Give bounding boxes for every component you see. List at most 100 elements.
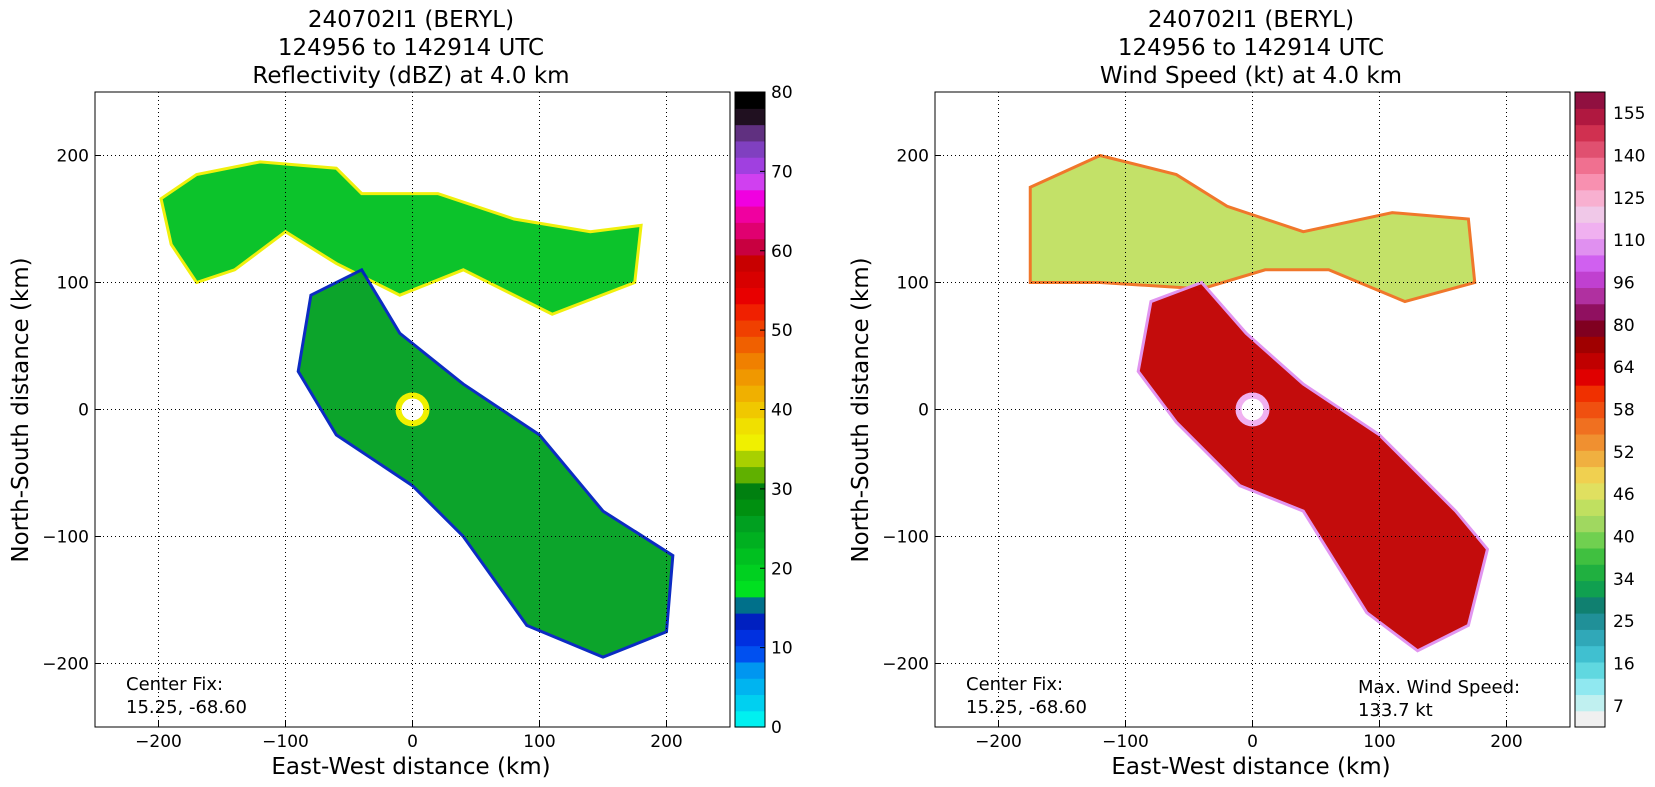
colorbar-segment xyxy=(735,694,765,712)
colorbar-segment xyxy=(1575,482,1605,500)
y-tick-label: −100 xyxy=(42,528,89,548)
y-tick-label: 0 xyxy=(78,401,89,421)
colorbar-segment xyxy=(1575,336,1605,354)
colorbar-segment xyxy=(735,580,765,598)
core-band-region xyxy=(1136,280,1490,653)
x-tick-label: 0 xyxy=(407,732,418,752)
x-axis-label: East-West distance (km) xyxy=(271,754,550,780)
y-tick-label: 100 xyxy=(897,274,929,294)
colorbar-segment xyxy=(1575,661,1605,679)
reflectivity-plot-area: −200 −100 0 100 200 −200 −100 0 100 200 xyxy=(42,91,731,752)
wind-speed-plot-area: −200 −100 0 100 200 −200 −100 0 100 200 xyxy=(882,91,1571,752)
title-line-3: Reflectivity (dBZ) at 4.0 km xyxy=(252,63,569,89)
x-tick-label: −100 xyxy=(1102,732,1149,752)
colorbar-segment xyxy=(1575,547,1605,565)
colorbar-tick-label: 52 xyxy=(1613,443,1635,463)
colorbar-segment xyxy=(735,157,765,175)
y-tick-label: 0 xyxy=(918,401,929,421)
core-band-region xyxy=(296,267,675,659)
title-line-3: Wind Speed (kt) at 4.0 km xyxy=(1100,63,1402,89)
colorbar-segment xyxy=(735,401,765,419)
colorbar-segment xyxy=(1575,531,1605,549)
colorbar-tick-label: 80 xyxy=(1613,316,1635,336)
colorbar-tick-label: 7 xyxy=(1613,697,1624,717)
colorbar-tick-label: 40 xyxy=(1613,528,1635,548)
colorbar-segment xyxy=(1575,596,1605,614)
colorbar-tick-label: 140 xyxy=(1613,147,1645,167)
x-tick-label: 200 xyxy=(650,732,682,752)
colorbar-segment xyxy=(1575,319,1605,337)
colorbar-segment xyxy=(735,108,765,126)
colorbar-tick-label: 0 xyxy=(771,718,782,738)
colorbar-segment xyxy=(1575,564,1605,582)
colorbar-segment xyxy=(1575,222,1605,240)
colorbar-segment xyxy=(1575,499,1605,516)
colorbar-segment xyxy=(1575,368,1605,386)
colorbar-segment xyxy=(1575,140,1605,158)
colorbar-segment xyxy=(1575,303,1605,321)
center-fix-value: 15.25, -68.60 xyxy=(126,697,247,718)
colorbar-segment xyxy=(735,450,765,468)
colorbar-tick-label: 80 xyxy=(771,83,793,103)
y-tick-label: 200 xyxy=(57,147,89,167)
colorbar-tick-label: 155 xyxy=(1613,104,1645,124)
colorbar-segment xyxy=(735,238,765,256)
colorbar-segment xyxy=(735,124,765,142)
data-layer xyxy=(159,160,675,659)
x-axis-label: East-West distance (km) xyxy=(1111,754,1390,780)
x-tick-label: 100 xyxy=(1363,732,1395,752)
colorbar-segment xyxy=(1575,173,1605,191)
colorbar-segment xyxy=(1575,385,1605,402)
y-tick-label: 200 xyxy=(897,147,929,167)
colorbar-segment xyxy=(1575,645,1605,663)
colorbar-tick-label: 60 xyxy=(771,242,793,262)
y-tick-label: −100 xyxy=(882,528,929,548)
center-fix-label: Center Fix: xyxy=(966,674,1063,695)
x-tick-label: 200 xyxy=(1490,732,1522,752)
colorbar-segment xyxy=(1575,450,1605,468)
colorbar-segment xyxy=(735,385,765,402)
colorbar-segment xyxy=(735,547,765,565)
colorbar-segment xyxy=(1575,613,1605,630)
max-wind-label: Max. Wind Speed: xyxy=(1358,677,1520,698)
colorbar-segment xyxy=(735,678,765,696)
colorbar-segment xyxy=(1575,254,1605,272)
center-fix-label: Center Fix: xyxy=(126,674,223,695)
colorbar-segment xyxy=(735,531,765,549)
reflectivity-panel: 240702I1 (BERYL) 124956 to 142914 UTC Re… xyxy=(8,7,793,780)
colorbar-segment xyxy=(1575,157,1605,175)
colorbar-segment xyxy=(1575,433,1605,451)
colorbar-segment xyxy=(735,564,765,582)
y-tick-label: 100 xyxy=(57,274,89,294)
title-line-1: 240702I1 (BERYL) xyxy=(308,7,514,33)
colorbar-segment xyxy=(1575,108,1605,126)
storm-eye xyxy=(395,392,430,427)
colorbar-segment xyxy=(1575,515,1605,533)
colorbar-segment xyxy=(1575,401,1605,419)
colorbar-segment xyxy=(735,205,765,223)
colorbar-segment xyxy=(735,596,765,614)
wind-speed-colorbar: 7 16 25 34 40 46 52 58 64 80 96 110 125 140 155 xyxy=(1574,91,1645,728)
colorbar-tick-label: 110 xyxy=(1613,231,1645,251)
colorbar-segment xyxy=(735,466,765,484)
colorbar-tick-label: 20 xyxy=(771,559,793,579)
x-tick-label: 0 xyxy=(1247,732,1258,752)
colorbar-segment xyxy=(735,271,765,288)
colorbar-tick-label: 34 xyxy=(1613,570,1635,590)
colorbar-segment xyxy=(735,433,765,451)
colorbar-tick-label: 46 xyxy=(1613,485,1635,505)
colorbar-segment xyxy=(1575,271,1605,288)
colorbar-tick-label: 30 xyxy=(771,480,793,500)
x-tick-label: −200 xyxy=(135,732,182,752)
colorbar-segment xyxy=(1575,694,1605,712)
colorbar-segment xyxy=(1575,580,1605,598)
colorbar-segment xyxy=(735,222,765,240)
storm-eye xyxy=(1235,392,1270,427)
colorbar-tick-label: 96 xyxy=(1613,274,1635,294)
wind-speed-panel: 240702I1 (BERYL) 124956 to 142914 UTC Wi… xyxy=(848,7,1645,780)
colorbar-tick-label: 125 xyxy=(1613,189,1645,209)
colorbar-segment xyxy=(735,417,765,435)
colorbar-segment xyxy=(735,661,765,679)
colorbar-segment xyxy=(1575,287,1605,305)
x-tick-label: −200 xyxy=(975,732,1022,752)
